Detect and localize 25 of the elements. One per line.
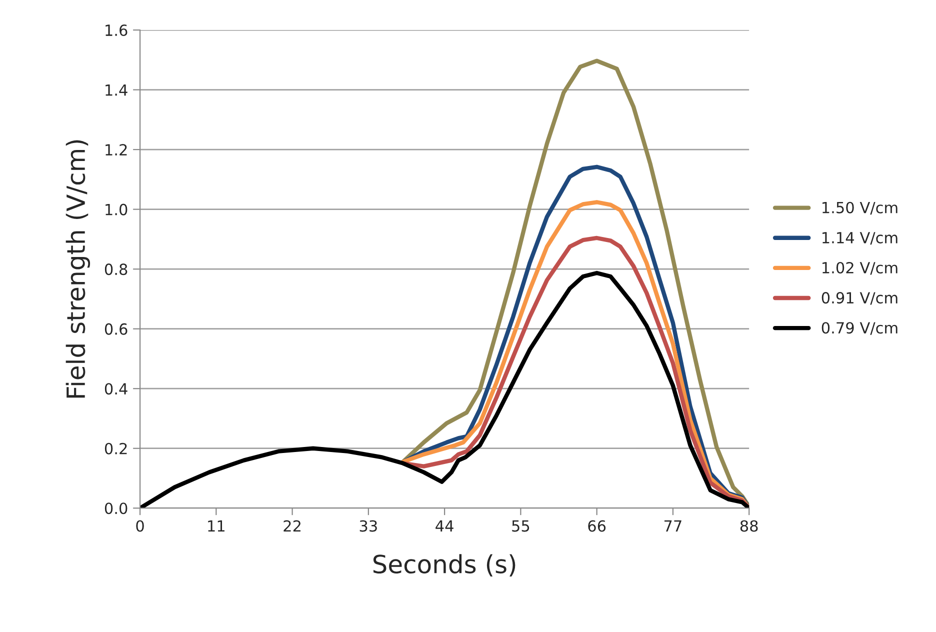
y-tick-label: 0.2 xyxy=(104,442,127,454)
x-tick-label: 44 xyxy=(436,520,454,532)
legend-label: 0.79 V/cm xyxy=(822,322,898,335)
legend-label: 1.50 V/cm xyxy=(822,202,898,215)
x-tick-label: 55 xyxy=(512,520,530,532)
x-tick-label: 22 xyxy=(284,520,300,532)
y-tick-label: 1.4 xyxy=(106,84,128,96)
legend-label: 1.14 V/cm xyxy=(822,232,898,245)
y-axis-title: Field strength (V/cm) xyxy=(66,140,90,398)
y-tick-label: 1.2 xyxy=(106,144,127,156)
x-tick-label: 66 xyxy=(588,520,606,532)
x-tick-label: 11 xyxy=(208,520,224,532)
x-tick-label: 33 xyxy=(360,520,377,532)
y-tick-label: 0.6 xyxy=(104,323,128,335)
y-tick-label: 0.8 xyxy=(104,264,128,276)
legend-label: 1.02 V/cm xyxy=(822,262,898,275)
y-tick-label: 0.4 xyxy=(104,383,128,395)
x-axis-title: Seconds (s) xyxy=(373,554,516,576)
x-tick-label: 77 xyxy=(664,520,682,532)
x-tick-label: 0 xyxy=(136,520,144,532)
legend-label: 0.91 V/cm xyxy=(822,292,898,305)
x-tick-label: 88 xyxy=(740,520,758,532)
y-tick-label: 0.0 xyxy=(104,502,128,514)
y-tick-label: 1.6 xyxy=(106,24,128,36)
y-tick-label: 1.0 xyxy=(106,204,128,216)
